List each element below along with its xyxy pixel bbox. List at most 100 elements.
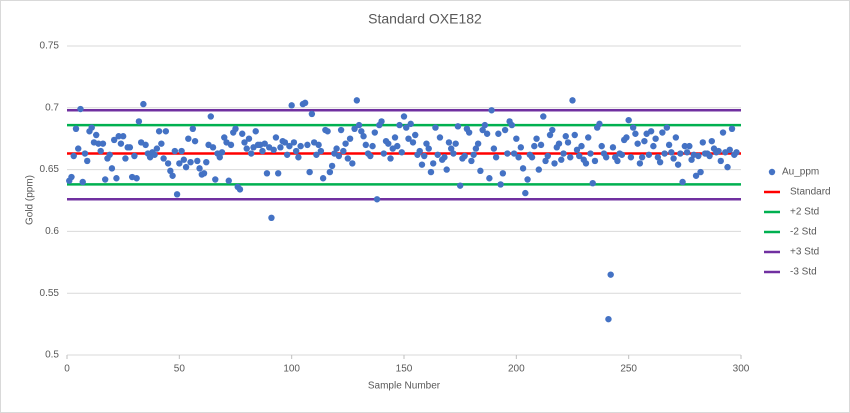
data-point <box>663 124 671 131</box>
data-point <box>209 144 217 151</box>
data-point <box>549 126 556 134</box>
data-point <box>274 170 282 177</box>
data-point <box>117 140 125 147</box>
data-point <box>306 168 313 176</box>
data-point <box>362 141 370 149</box>
data-point <box>564 139 572 146</box>
data-point <box>342 140 349 147</box>
data-point <box>115 133 122 140</box>
data-point <box>396 121 403 129</box>
data-point <box>569 97 576 104</box>
data-point <box>486 175 493 182</box>
data-point <box>488 107 495 114</box>
data-point <box>501 126 509 134</box>
data-point <box>585 134 592 141</box>
data-point <box>131 152 138 160</box>
data-point <box>598 142 605 150</box>
data-point <box>324 128 331 135</box>
data-point <box>706 152 713 160</box>
data-point <box>504 150 511 157</box>
data-point <box>726 146 733 154</box>
data-point <box>304 141 311 149</box>
data-point <box>465 129 473 136</box>
data-point <box>668 149 675 156</box>
data-point <box>728 125 736 133</box>
data-point <box>155 128 163 135</box>
data-point <box>232 125 239 133</box>
data-point <box>391 134 399 141</box>
data-point <box>140 100 147 108</box>
data-point <box>724 163 731 171</box>
data-point <box>567 154 574 161</box>
data-point <box>173 191 181 198</box>
data-point <box>142 141 149 149</box>
data-point <box>645 151 653 158</box>
data-point <box>603 154 610 161</box>
data-point <box>122 155 129 162</box>
data-point <box>216 154 223 161</box>
data-point <box>719 129 727 136</box>
data-point <box>618 151 626 158</box>
data-point <box>715 147 722 155</box>
data-point <box>470 151 477 158</box>
y-tick-label: 0.5 <box>45 350 59 361</box>
data-point <box>490 145 498 152</box>
data-point <box>153 145 161 152</box>
data-point <box>221 134 228 141</box>
data-point <box>461 152 468 160</box>
data-point <box>270 146 277 154</box>
data-point <box>239 130 246 137</box>
data-point <box>319 175 327 182</box>
data-point <box>423 140 430 147</box>
data-point <box>403 124 410 131</box>
data-point <box>358 128 365 135</box>
data-point <box>418 161 426 168</box>
data-point <box>400 113 408 120</box>
data-point <box>77 105 84 113</box>
data-point <box>533 135 540 142</box>
data-point <box>344 155 352 162</box>
data-point <box>185 135 192 142</box>
data-point <box>627 154 635 161</box>
data-point <box>290 139 298 146</box>
data-point <box>522 189 529 197</box>
data-point <box>508 121 516 129</box>
data-point <box>441 154 448 161</box>
data-point <box>135 118 143 125</box>
data-point <box>277 144 284 151</box>
data-point <box>340 147 347 155</box>
data-point <box>650 142 657 150</box>
data-point <box>573 146 581 154</box>
data-point <box>623 134 630 141</box>
data-point <box>301 99 309 107</box>
data-point <box>697 168 704 176</box>
data-point <box>79 178 86 186</box>
x-tick-label: 100 <box>283 364 300 375</box>
data-point <box>119 133 127 140</box>
data-point <box>409 139 417 146</box>
data-point <box>483 130 491 137</box>
data-point <box>629 124 637 131</box>
legend-label: +2 Std <box>790 207 819 218</box>
data-point <box>513 135 520 142</box>
data-point <box>151 151 158 158</box>
data-point <box>445 139 453 146</box>
data-point <box>540 113 547 120</box>
data-point <box>212 176 219 183</box>
data-point <box>605 315 612 323</box>
data-point <box>385 140 392 147</box>
data-point <box>558 156 565 163</box>
data-point <box>245 135 253 142</box>
data-point <box>674 161 682 168</box>
data-point <box>510 150 518 157</box>
data-point <box>497 181 504 188</box>
data-point <box>252 128 259 135</box>
data-point <box>528 154 536 161</box>
data-point <box>326 168 334 176</box>
data-point <box>641 137 648 145</box>
data-point <box>412 131 419 139</box>
data-point <box>492 154 500 161</box>
data-point <box>349 160 356 167</box>
